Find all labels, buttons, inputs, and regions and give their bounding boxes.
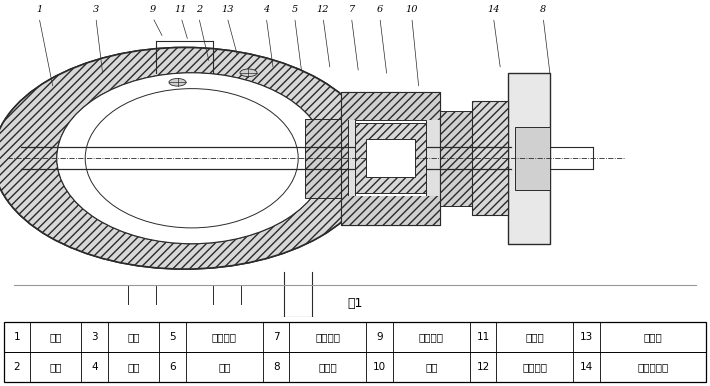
Text: 法兰盘: 法兰盘 <box>644 332 662 342</box>
Text: 9: 9 <box>376 332 383 342</box>
Text: 14: 14 <box>487 5 500 14</box>
Text: 1: 1 <box>13 332 20 342</box>
Text: 13: 13 <box>580 332 593 342</box>
Text: 11: 11 <box>476 332 490 342</box>
Ellipse shape <box>57 73 327 244</box>
Circle shape <box>169 78 186 86</box>
Text: 13: 13 <box>221 5 234 14</box>
Text: 6: 6 <box>377 5 383 14</box>
Text: 填料环: 填料环 <box>525 332 544 342</box>
Text: 托架: 托架 <box>218 362 231 372</box>
Text: 轴承压盖: 轴承压盖 <box>523 362 547 372</box>
Bar <box>355 124 426 193</box>
Text: 4: 4 <box>92 362 98 372</box>
Text: 1: 1 <box>36 5 42 14</box>
Text: 联轴器: 联轴器 <box>318 362 337 372</box>
Text: 3: 3 <box>92 332 98 342</box>
Text: 泵轴: 泵轴 <box>425 362 437 372</box>
Text: 12: 12 <box>476 362 490 372</box>
Bar <box>515 127 550 190</box>
Text: 10: 10 <box>373 362 386 372</box>
Bar <box>440 111 472 206</box>
Text: 12: 12 <box>317 5 329 14</box>
Text: 泵体: 泵体 <box>50 362 62 372</box>
Bar <box>508 73 550 244</box>
Text: 11: 11 <box>175 5 187 14</box>
Text: 9: 9 <box>150 5 155 14</box>
Text: 10: 10 <box>405 5 418 14</box>
Text: 2: 2 <box>196 5 202 14</box>
Text: 6: 6 <box>169 362 176 372</box>
Text: 填料: 填料 <box>127 362 140 372</box>
Bar <box>355 120 426 196</box>
Bar <box>366 139 415 177</box>
Text: 5: 5 <box>169 332 176 342</box>
Bar <box>341 92 440 225</box>
Text: 2: 2 <box>13 362 20 372</box>
Bar <box>341 92 440 120</box>
Text: 联轴器平健: 联轴器平健 <box>638 362 669 372</box>
Text: 叶轮: 叶轮 <box>127 332 140 342</box>
Text: 叶轮平健: 叶轮平健 <box>419 332 444 342</box>
Text: 8: 8 <box>540 5 546 14</box>
Text: 3: 3 <box>93 5 99 14</box>
Text: 图1: 图1 <box>347 297 363 310</box>
Text: 5: 5 <box>292 5 297 14</box>
Bar <box>472 101 508 215</box>
Text: 4: 4 <box>263 5 269 14</box>
Bar <box>341 196 440 225</box>
Circle shape <box>240 69 257 76</box>
Text: 填料压盖: 填料压盖 <box>212 332 237 342</box>
Bar <box>4 322 706 383</box>
Ellipse shape <box>57 73 327 244</box>
Text: 14: 14 <box>580 362 593 372</box>
Ellipse shape <box>0 47 376 269</box>
Bar <box>341 92 440 225</box>
Ellipse shape <box>0 47 376 269</box>
Text: 滚珠轴承: 滚珠轴承 <box>315 332 340 342</box>
Bar <box>305 119 348 198</box>
Text: 泵盖: 泵盖 <box>50 332 62 342</box>
Text: 7: 7 <box>349 5 354 14</box>
Text: 7: 7 <box>273 332 279 342</box>
Text: 8: 8 <box>273 362 279 372</box>
